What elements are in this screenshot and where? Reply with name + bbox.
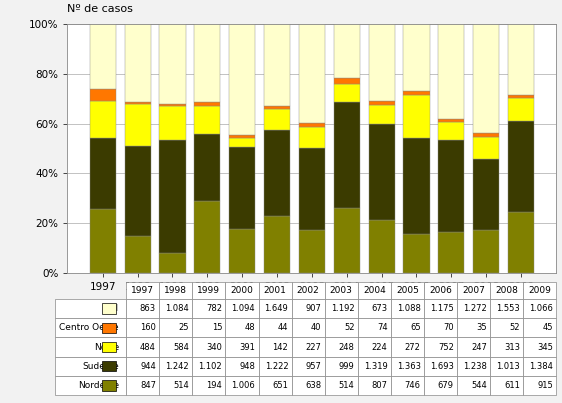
Bar (438, 119, 464, 122)
Bar (264, 24, 290, 106)
Bar (90, 209, 116, 273)
Bar (508, 98, 534, 120)
Bar (125, 102, 151, 104)
Bar (229, 229, 255, 273)
Bar (125, 104, 151, 146)
Bar (508, 120, 534, 212)
Bar (194, 102, 220, 106)
Bar (369, 220, 395, 273)
Bar (264, 216, 290, 273)
Bar (90, 101, 116, 138)
Bar (404, 95, 429, 138)
Bar (508, 212, 534, 273)
Bar (369, 24, 395, 101)
Bar (194, 201, 220, 273)
Bar (334, 84, 360, 102)
Bar (438, 232, 464, 273)
Bar (299, 127, 325, 147)
Bar (438, 24, 464, 119)
Bar (369, 105, 395, 125)
Bar (299, 24, 325, 123)
Bar (90, 89, 116, 101)
Bar (125, 236, 151, 273)
Bar (473, 230, 499, 273)
Bar (473, 159, 499, 230)
Bar (299, 147, 325, 231)
Bar (438, 140, 464, 232)
Bar (334, 78, 360, 84)
Bar (90, 24, 116, 89)
Bar (508, 24, 534, 95)
Bar (229, 24, 255, 135)
Bar (229, 138, 255, 147)
Bar (299, 123, 325, 127)
Bar (160, 24, 185, 104)
Bar (404, 91, 429, 95)
Bar (264, 130, 290, 216)
Bar (404, 24, 429, 91)
Bar (438, 122, 464, 140)
Bar (264, 106, 290, 109)
Bar (160, 253, 185, 273)
Bar (334, 102, 360, 208)
Bar (404, 138, 429, 234)
Bar (194, 133, 220, 201)
Bar (125, 146, 151, 236)
Bar (473, 137, 499, 159)
Bar (473, 24, 499, 133)
Bar (334, 208, 360, 273)
Bar (194, 106, 220, 133)
Text: Nº de casos: Nº de casos (67, 4, 133, 14)
Bar (194, 24, 220, 102)
Bar (369, 101, 395, 105)
Bar (90, 138, 116, 209)
Bar (160, 104, 185, 106)
Bar (404, 234, 429, 273)
Bar (473, 133, 499, 137)
Bar (229, 147, 255, 229)
Bar (160, 140, 185, 253)
Bar (264, 109, 290, 130)
Bar (125, 24, 151, 102)
Bar (229, 135, 255, 138)
Bar (299, 231, 325, 273)
Bar (508, 95, 534, 98)
Bar (160, 106, 185, 140)
Bar (334, 24, 360, 78)
Bar (369, 125, 395, 220)
